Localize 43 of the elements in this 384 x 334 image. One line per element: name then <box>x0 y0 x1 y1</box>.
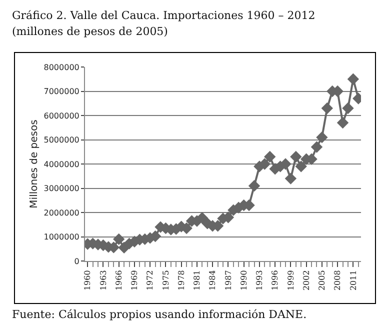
y-tick-label: 3000000 <box>44 184 80 194</box>
chart-subtitle: (millones de pesos de 2005) <box>12 24 169 40</box>
x-tick-label: 1984 <box>208 270 218 291</box>
x-tick-label: 1969 <box>130 270 140 291</box>
point <box>347 73 360 85</box>
x-tick-label: 1963 <box>98 270 108 291</box>
point <box>264 150 276 163</box>
y-tick-label: 0 <box>74 256 80 266</box>
point <box>321 102 333 114</box>
x-tick-label: 1966 <box>114 270 124 291</box>
x-tick-label: 1978 <box>176 270 186 291</box>
point <box>290 150 302 163</box>
x-tick-label: 2011 <box>348 270 358 291</box>
point <box>310 141 323 153</box>
point <box>284 172 297 184</box>
y-tick-label: 1000000 <box>44 232 80 242</box>
point <box>316 131 328 144</box>
x-tick-label: 1981 <box>192 270 202 291</box>
x-tick-label: 1960 <box>83 270 92 291</box>
x-tick-label: 1972 <box>146 270 155 291</box>
x-tick-label: 1987 <box>224 270 233 291</box>
y-tick-label: 4000000 <box>44 160 80 169</box>
x-tick-label: 2008 <box>333 270 342 291</box>
point <box>295 160 307 172</box>
x-tick-label: 1993 <box>255 270 264 291</box>
x-tick-label: 1996 <box>270 270 280 291</box>
x-tick-label: 2002 <box>302 270 311 291</box>
y-tick-label: 6000000 <box>44 111 80 120</box>
source-note: Fuente: Cálculos propios usando información DANE. <box>12 308 307 321</box>
x-tick-label: 2005 <box>318 270 327 291</box>
y-axis-title: Millones de pesos <box>28 120 40 208</box>
point <box>342 102 354 114</box>
y-tick-label: 8000000 <box>44 62 80 72</box>
chart-title: Gráfico 2. Valle del Cauca. Importaciones 1960 – 2012 <box>12 8 316 24</box>
point <box>336 116 349 129</box>
y-tick-label: 2000000 <box>44 208 80 218</box>
x-tick-label: 1975 <box>161 270 170 291</box>
x-tick-label: 1990 <box>239 270 248 291</box>
x-tick-label: 1999 <box>286 270 296 291</box>
point <box>248 180 260 192</box>
y-tick-label: 5000000 <box>44 136 80 145</box>
point <box>113 233 125 246</box>
y-tick-label: 7000000 <box>44 87 80 96</box>
